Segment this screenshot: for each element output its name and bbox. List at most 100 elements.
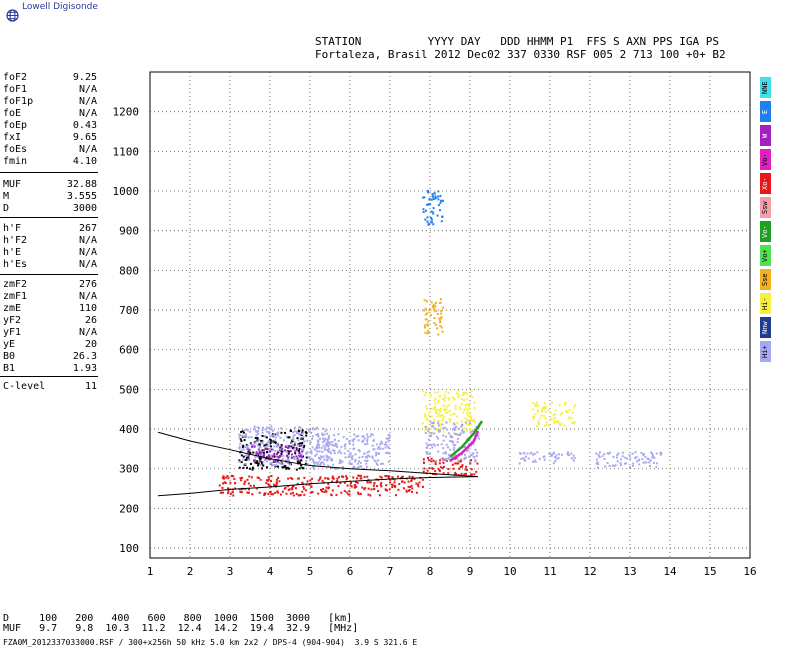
echo-point xyxy=(441,306,444,309)
echo-point xyxy=(449,414,452,417)
echo-point xyxy=(572,422,575,425)
echo-point xyxy=(416,483,419,486)
echo-point xyxy=(626,457,629,460)
echo-point xyxy=(471,420,474,423)
echo-point xyxy=(430,421,433,424)
x-tick-label: 1 xyxy=(147,565,154,578)
echo-point xyxy=(603,453,606,456)
legend-label: Vo- xyxy=(761,225,769,238)
echo-point xyxy=(271,455,274,458)
echo-point xyxy=(253,459,256,462)
echo-point xyxy=(526,452,529,455)
echo-point xyxy=(248,430,251,433)
echo-point xyxy=(290,445,293,448)
echo-point xyxy=(572,454,575,457)
echo-point xyxy=(222,477,225,480)
echo-point xyxy=(240,440,243,443)
echo-point xyxy=(324,430,327,433)
echo-point xyxy=(411,487,414,490)
echo-point xyxy=(275,442,278,445)
digisonde-logo-icon xyxy=(6,7,19,22)
echo-point xyxy=(465,472,468,475)
echo-point xyxy=(267,493,270,496)
echo-point xyxy=(263,453,266,456)
echo-point xyxy=(455,473,458,476)
echo-point xyxy=(282,463,285,466)
legend-label: Nnw xyxy=(761,321,769,334)
echo-point xyxy=(230,474,233,477)
echo-point xyxy=(256,426,259,429)
echo-point xyxy=(267,444,270,447)
echo-point xyxy=(318,456,321,459)
echo-point xyxy=(441,467,444,470)
echo-point xyxy=(323,463,326,466)
echo-point xyxy=(350,462,353,465)
chart-grid xyxy=(149,72,751,558)
x-tick-label: 3 xyxy=(227,565,234,578)
echo-point xyxy=(437,422,440,425)
echo-point xyxy=(415,482,418,485)
echo-point xyxy=(262,451,265,454)
echo-point xyxy=(644,455,647,458)
y-tick-label: 400 xyxy=(119,423,139,436)
echo-point xyxy=(250,476,253,479)
echo-point xyxy=(433,197,436,200)
echo-point xyxy=(279,454,282,457)
echo-point xyxy=(298,448,301,451)
param-separator xyxy=(0,217,98,218)
echo-point xyxy=(444,390,447,393)
echo-point xyxy=(451,436,454,439)
echo-point xyxy=(240,431,243,434)
echo-point xyxy=(315,426,318,429)
echo-point xyxy=(463,446,466,449)
echo-point xyxy=(266,451,269,454)
echo-point xyxy=(422,422,425,425)
echo-point xyxy=(371,456,374,459)
echo-point xyxy=(263,494,266,497)
echo-point xyxy=(301,437,304,440)
echo-point xyxy=(385,444,388,447)
echo-point xyxy=(319,476,322,479)
echo-point xyxy=(465,423,468,426)
echo-point xyxy=(423,309,426,312)
echo-point xyxy=(323,458,326,461)
echo-point xyxy=(438,459,441,462)
echo-point xyxy=(296,437,299,440)
echo-point xyxy=(434,470,437,473)
echo-point xyxy=(242,466,245,469)
param-row: yF1 N/A xyxy=(3,328,97,338)
echo-point xyxy=(462,411,465,414)
echo-point xyxy=(297,439,300,442)
echo-point xyxy=(289,492,292,495)
legend-swatch: Vo+ xyxy=(760,245,771,266)
echo-point xyxy=(448,410,451,413)
echo-point xyxy=(369,494,372,497)
y-tick-label: 900 xyxy=(119,225,139,238)
echo-point xyxy=(457,462,460,465)
echo-point xyxy=(358,450,361,453)
echo-point xyxy=(428,410,431,413)
legend-label: Sse xyxy=(761,273,769,286)
echo-point xyxy=(613,464,616,467)
echo-point xyxy=(229,481,232,484)
echo-point xyxy=(645,461,648,464)
echo-point xyxy=(429,395,432,398)
echo-point xyxy=(447,453,450,456)
echo-point xyxy=(256,462,259,465)
echo-point xyxy=(434,323,437,326)
echo-point xyxy=(429,428,432,431)
distance-row: D 100 200 400 600 800 1000 1500 3000 [km… xyxy=(3,613,353,624)
echo-point xyxy=(449,436,452,439)
echo-point xyxy=(227,477,230,480)
echo-point xyxy=(280,444,283,447)
echo-point xyxy=(296,449,299,452)
param-row: zmE 110 xyxy=(3,304,97,314)
echo-point xyxy=(437,198,440,201)
echo-point xyxy=(410,478,413,481)
echo-point xyxy=(558,453,561,456)
echo-point xyxy=(427,414,430,417)
echo-point xyxy=(601,455,604,458)
echo-point xyxy=(642,454,645,457)
echo-point xyxy=(425,391,428,394)
echo-point xyxy=(343,481,346,484)
